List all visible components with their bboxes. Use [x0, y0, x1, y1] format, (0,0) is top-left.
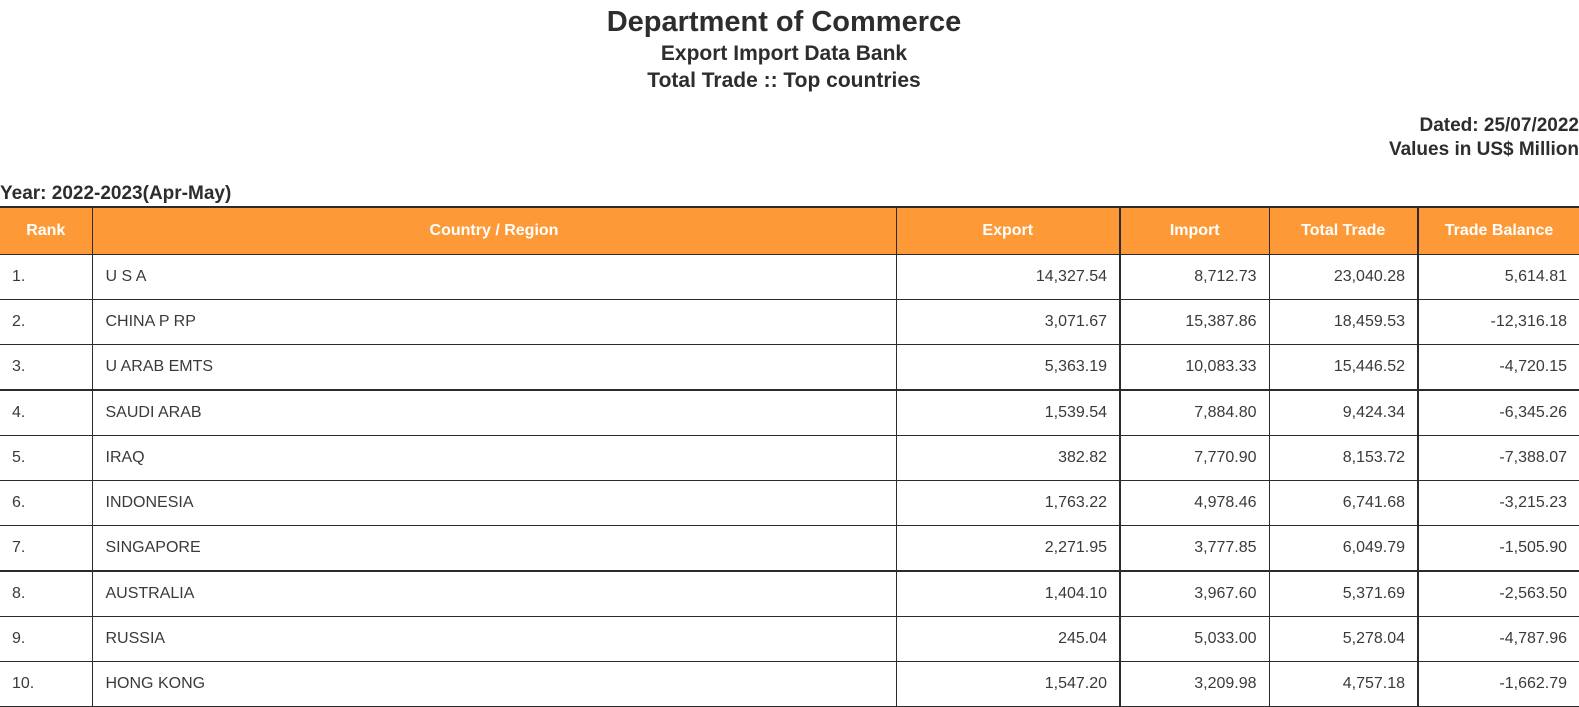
total-trade-cell: 23,040.28: [1268, 254, 1419, 300]
table-row: 3. U ARAB EMTS 5,363.19 10,083.33 15,446…: [0, 344, 1579, 391]
export-cell: 14,327.54: [895, 254, 1121, 300]
units-label: Values in US$ Million: [1388, 139, 1579, 160]
total-trade-cell: 5,278.04: [1268, 616, 1419, 662]
country-cell: SINGAPORE: [91, 525, 897, 572]
export-cell: 1,539.54: [895, 389, 1121, 436]
country-cell: AUSTRALIA: [91, 570, 897, 617]
import-cell: 5,033.00: [1119, 616, 1270, 662]
total-trade-cell: 6,741.68: [1268, 480, 1419, 526]
rank-cell: 6.: [0, 480, 93, 526]
year-label: Year: 2022-2023(Apr-May): [0, 183, 232, 204]
table-header-row: Rank Country / Region Export Import Tota…: [0, 206, 1579, 255]
column-header-export: Export: [895, 206, 1121, 255]
export-cell: 245.04: [895, 616, 1121, 662]
total-trade-cell: 9,424.34: [1268, 389, 1419, 436]
report-heading: Department of Commerce Export Import Dat…: [0, 4, 1568, 94]
import-cell: 7,770.90: [1119, 435, 1270, 481]
trade-balance-cell: -1,662.79: [1417, 661, 1579, 707]
table-row: 10. HONG KONG 1,547.20 3,209.98 4,757.18…: [0, 661, 1579, 707]
table-row: 5. IRAQ 382.82 7,770.90 8,153.72 -7,388.…: [0, 435, 1579, 481]
export-cell: 3,071.67: [895, 299, 1121, 345]
trade-balance-cell: -6,345.26: [1417, 389, 1579, 436]
total-trade-cell: 18,459.53: [1268, 299, 1419, 345]
import-cell: 15,387.86: [1119, 299, 1270, 345]
import-cell: 7,884.80: [1119, 389, 1270, 436]
import-cell: 8,712.73: [1119, 254, 1270, 300]
rank-cell: 7.: [0, 525, 93, 572]
export-cell: 1,547.20: [895, 661, 1121, 707]
dated-label: Dated: 25/07/2022: [1419, 115, 1579, 136]
rank-cell: 8.: [0, 570, 93, 617]
trade-balance-cell: -1,505.90: [1417, 525, 1579, 572]
total-trade-cell: 15,446.52: [1268, 344, 1419, 391]
report-name: Total Trade :: Top countries: [647, 69, 921, 92]
trade-table: Rank Country / Region Export Import Tota…: [0, 206, 1579, 707]
export-cell: 2,271.95: [895, 525, 1121, 572]
rank-cell: 9.: [0, 616, 93, 662]
table-row: 1. U S A 14,327.54 8,712.73 23,040.28 5,…: [0, 254, 1579, 300]
column-header-rank: Rank: [0, 206, 93, 255]
rank-cell: 5.: [0, 435, 93, 481]
trade-balance-cell: -12,316.18: [1417, 299, 1579, 345]
table-row: 8. AUSTRALIA 1,404.10 3,967.60 5,371.69 …: [0, 570, 1579, 617]
table-row: 2. CHINA P RP 3,071.67 15,387.86 18,459.…: [0, 299, 1579, 345]
column-header-import: Import: [1119, 206, 1270, 255]
import-cell: 10,083.33: [1119, 344, 1270, 391]
rank-cell: 1.: [0, 254, 93, 300]
country-cell: SAUDI ARAB: [91, 389, 897, 436]
country-cell: CHINA P RP: [91, 299, 897, 345]
column-header-trade-balance: Trade Balance: [1417, 206, 1579, 255]
table-row: 9. RUSSIA 245.04 5,033.00 5,278.04 -4,78…: [0, 616, 1579, 662]
total-trade-cell: 4,757.18: [1268, 661, 1419, 707]
trade-balance-cell: -2,563.50: [1417, 570, 1579, 617]
export-cell: 382.82: [895, 435, 1121, 481]
rank-cell: 3.: [0, 344, 93, 391]
table-body: 1. U S A 14,327.54 8,712.73 23,040.28 5,…: [0, 254, 1579, 707]
country-cell: IRAQ: [91, 435, 897, 481]
rank-cell: 10.: [0, 661, 93, 707]
rank-cell: 2.: [0, 299, 93, 345]
trade-balance-cell: -3,215.23: [1417, 480, 1579, 526]
export-cell: 1,763.22: [895, 480, 1121, 526]
country-cell: INDONESIA: [91, 480, 897, 526]
export-cell: 1,404.10: [895, 570, 1121, 617]
page-title: Department of Commerce: [606, 6, 962, 38]
column-header-country: Country / Region: [91, 206, 897, 255]
import-cell: 3,967.60: [1119, 570, 1270, 617]
report-meta: Dated: 25/07/2022 Values in US$ Million: [1389, 114, 1579, 162]
table-row: 4. SAUDI ARAB 1,539.54 7,884.80 9,424.34…: [0, 389, 1579, 436]
country-cell: HONG KONG: [91, 661, 897, 707]
trade-balance-cell: -4,720.15: [1417, 344, 1579, 391]
trade-balance-cell: 5,614.81: [1417, 254, 1579, 300]
table-row: 7. SINGAPORE 2,271.95 3,777.85 6,049.79 …: [0, 525, 1579, 572]
total-trade-cell: 6,049.79: [1268, 525, 1419, 572]
country-cell: U S A: [91, 254, 897, 300]
table-row: 6. INDONESIA 1,763.22 4,978.46 6,741.68 …: [0, 480, 1579, 526]
country-cell: U ARAB EMTS: [91, 344, 897, 391]
rank-cell: 4.: [0, 389, 93, 436]
total-trade-cell: 8,153.72: [1268, 435, 1419, 481]
column-header-total-trade: Total Trade: [1268, 206, 1419, 255]
trade-balance-cell: -7,388.07: [1417, 435, 1579, 481]
trade-balance-cell: -4,787.96: [1417, 616, 1579, 662]
export-cell: 5,363.19: [895, 344, 1121, 391]
page-subtitle: Export Import Data Bank: [660, 42, 908, 65]
country-cell: RUSSIA: [91, 616, 897, 662]
import-cell: 3,209.98: [1119, 661, 1270, 707]
import-cell: 3,777.85: [1119, 525, 1270, 572]
import-cell: 4,978.46: [1119, 480, 1270, 526]
total-trade-cell: 5,371.69: [1268, 570, 1419, 617]
